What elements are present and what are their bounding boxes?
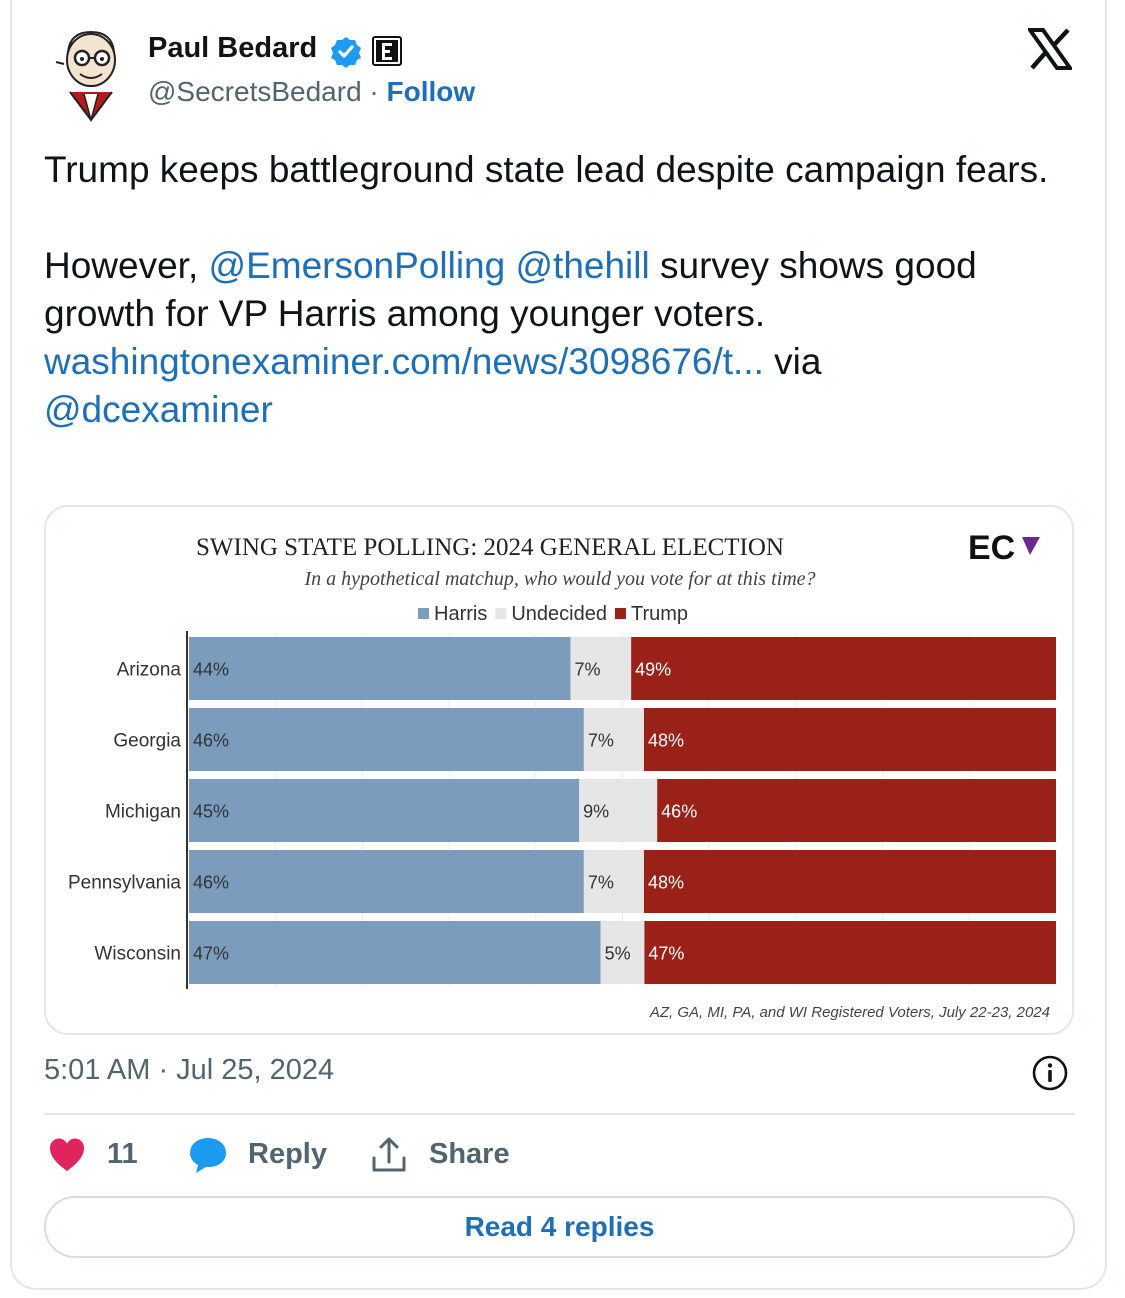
read-replies-button[interactable]: Read 4 replies [44, 1196, 1075, 1258]
bar-harris-georgia [189, 708, 584, 771]
value-label-trump: 46% [661, 802, 697, 822]
bar-harris-arizona [189, 637, 571, 700]
tweet-text-via: via [763, 341, 822, 382]
author-name[interactable]: Paul Bedard [148, 32, 318, 64]
value-label-undecided: 7% [574, 660, 600, 680]
mention-dcexaminer[interactable]: @dcexaminer [44, 389, 273, 430]
bar-harris-wisconsin [189, 921, 601, 984]
info-icon[interactable] [1031, 1054, 1069, 1092]
bar-trump-arizona [631, 637, 1056, 700]
chart-footnote: AZ, GA, MI, PA, and WI Registered Voters… [649, 1004, 1050, 1021]
bar-undecided-arizona [570, 637, 632, 700]
share-button[interactable]: Share [429, 1138, 510, 1170]
category-label: Georgia [113, 731, 181, 752]
reply-bubble-icon[interactable] [188, 1136, 228, 1174]
value-label-trump: 48% [648, 731, 684, 751]
value-label-harris: 47% [193, 944, 229, 964]
value-label-trump: 49% [635, 660, 671, 680]
tweet-text-prefix: However, [44, 245, 209, 286]
chart-title: SWING STATE POLLING: 2024 GENERAL ELECTI… [196, 534, 784, 561]
bar-undecided-michigan [579, 779, 658, 842]
category-label: Wisconsin [94, 944, 181, 965]
value-label-undecided: 5% [605, 944, 631, 964]
x-logo-icon[interactable] [1028, 28, 1072, 70]
bar-undecided-pennsylvania [583, 850, 644, 913]
mention-thehill[interactable]: @thehill [515, 245, 650, 286]
tweet-text-line1: Trump keeps battleground state lead desp… [44, 149, 1049, 190]
tweet-text: Trump keeps battleground state lead desp… [44, 146, 1074, 434]
bar-trump-georgia [643, 708, 1056, 771]
value-label-trump: 48% [648, 873, 684, 893]
verified-badge-icon [331, 37, 361, 68]
legend-label-undecided: Undecided [511, 603, 607, 625]
value-label-harris: 44% [193, 660, 229, 680]
legend-label-harris: Harris [434, 603, 487, 625]
author-handle-line: @SecretsBedard · Follow [148, 76, 475, 108]
value-label-undecided: 7% [588, 873, 614, 893]
bar-trump-pennsylvania [643, 850, 1056, 913]
value-label-harris: 46% [193, 731, 229, 751]
chart-legend: Harris Undecided Trump [418, 603, 688, 625]
tweet-media-chart[interactable]: SWING STATE POLLING: 2024 GENERAL ELECTI… [44, 505, 1074, 1035]
heart-icon[interactable] [48, 1137, 86, 1173]
bar-undecided-georgia [583, 708, 644, 771]
publication-badge-icon [372, 36, 402, 66]
chart-logo: EC [968, 529, 1015, 567]
category-label: Michigan [105, 802, 181, 823]
legend-label-trump: Trump [631, 603, 688, 625]
author-avatar[interactable] [50, 22, 132, 122]
chart-bars: Arizona 44% 7% 49% Georgia 46% 7% 48% Michigan 45… [68, 637, 1056, 984]
bar-harris-pennsylvania [189, 850, 584, 913]
value-label-harris: 45% [193, 802, 229, 822]
legend-swatch-harris [418, 608, 429, 619]
value-label-harris: 46% [193, 873, 229, 893]
bar-harris-michigan [189, 779, 580, 842]
reply-button[interactable]: Reply [248, 1138, 327, 1170]
author-handle[interactable]: @SecretsBedard [148, 76, 362, 107]
poll-chart: SWING STATE POLLING: 2024 GENERAL ELECTI… [68, 529, 1056, 1021]
bar-trump-wisconsin [644, 921, 1056, 984]
chart-subtitle: In a hypothetical matchup, who would you… [303, 568, 815, 590]
divider [44, 1113, 1075, 1115]
legend-swatch-undecided [495, 608, 507, 619]
value-label-undecided: 7% [588, 731, 614, 751]
category-label: Arizona [117, 660, 182, 681]
share-icon[interactable] [370, 1136, 408, 1174]
bar-undecided-wisconsin [600, 921, 645, 984]
mention-emersonpolling[interactable]: @EmersonPolling [208, 245, 506, 286]
value-label-undecided: 9% [583, 802, 609, 822]
handle-separator: · [361, 76, 387, 107]
follow-link[interactable]: Follow [386, 76, 476, 107]
bar-trump-michigan [657, 779, 1056, 842]
tweet-timestamp[interactable]: 5:01 AM · Jul 25, 2024 [44, 1054, 335, 1086]
tweet-text-mid: survey shows good growth for VP Harris a… [44, 245, 988, 334]
category-label: Pennsylvania [68, 873, 181, 894]
chart-logo-mark [1022, 537, 1040, 555]
value-label-trump: 47% [648, 944, 684, 964]
article-link[interactable]: washingtonexaminer.com/news/3098676/t... [44, 341, 764, 382]
legend-swatch-trump [614, 608, 626, 619]
like-count[interactable]: 11 [107, 1138, 138, 1170]
